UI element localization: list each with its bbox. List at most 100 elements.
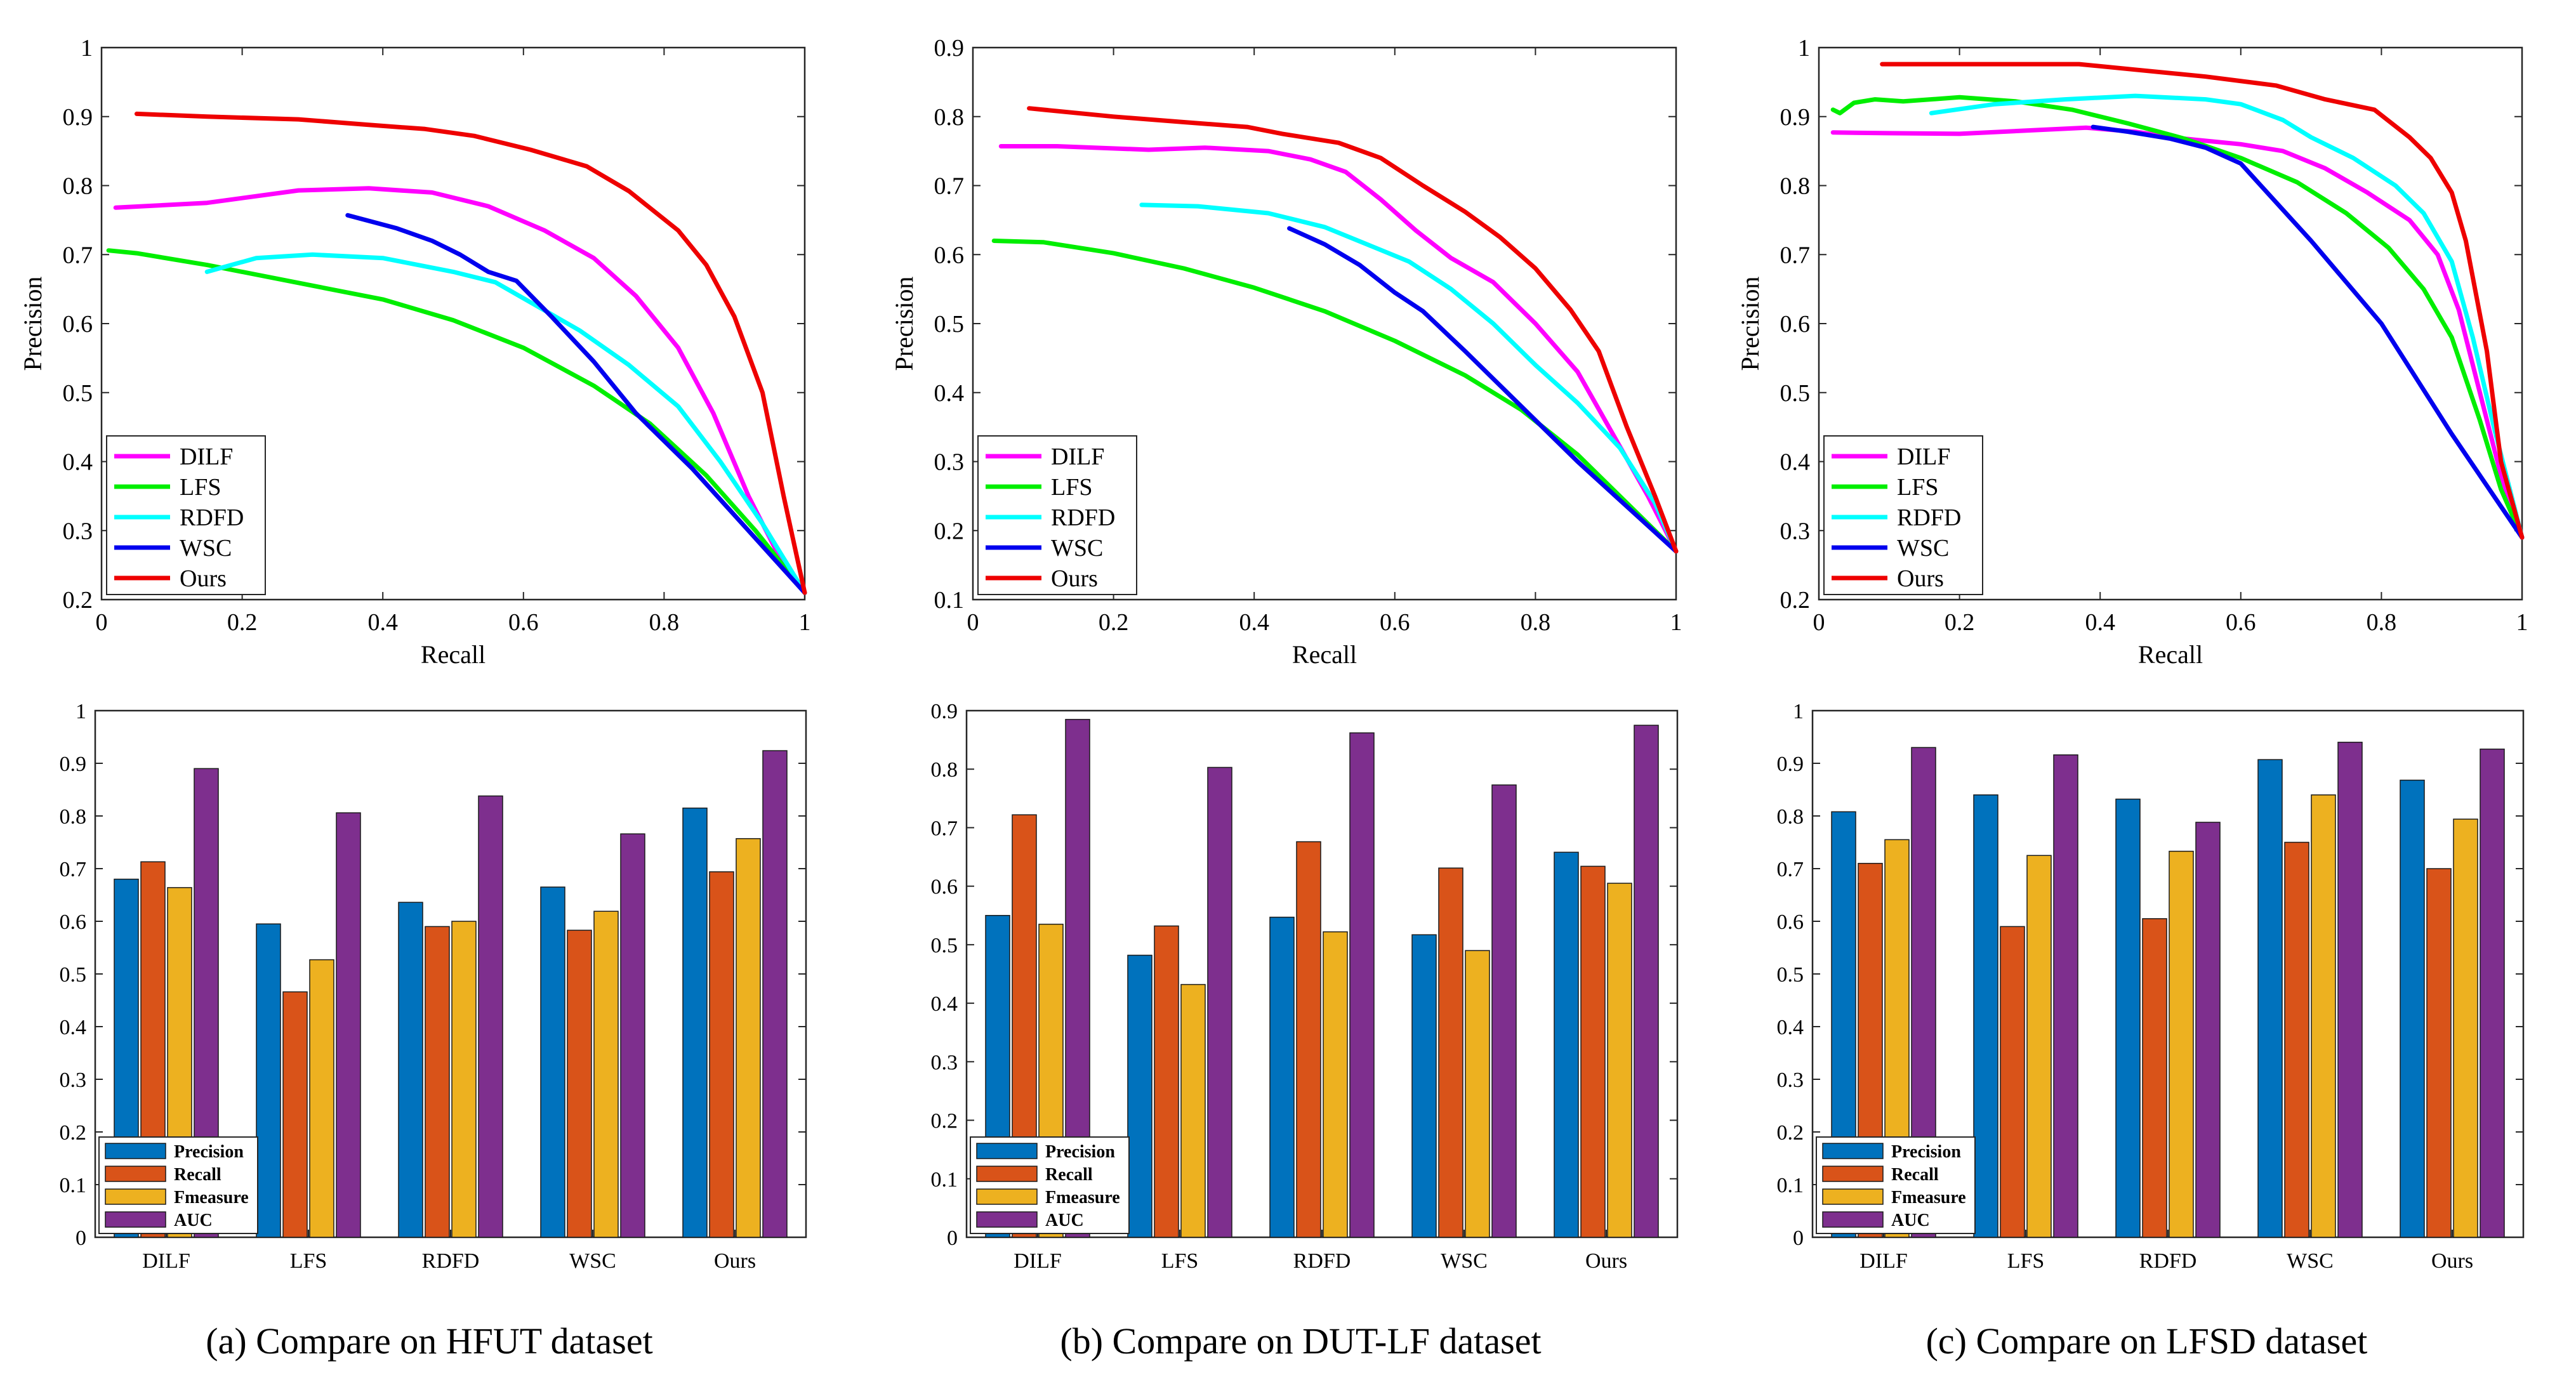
bar-fmeasure-rdfd [1323,931,1348,1238]
y-tick-label: 0.1 [60,1174,87,1197]
y-tick-label: 0.6 [931,876,958,899]
y-tick-label: 0.2 [60,1121,87,1145]
legend-label-ours: Ours [1897,565,1944,592]
x-tick-label-rdfd: RDFD [422,1249,480,1273]
legend-label-recall: Recall [1891,1165,1939,1185]
legend-label-recall: Recall [1045,1165,1093,1185]
caption-lfsd: (c) Compare on LFSD dataset [1925,1320,2368,1362]
y-tick-label: 0.7 [63,242,93,268]
y-tick-label: 0.1 [931,1168,958,1192]
panel-dutlf: 0 0.2 0.4 0.6 0.8 1 0.1 0.2 0.3 0.4 0.5 0.6 0.7 0.8 0.… [871,0,1730,1394]
bar-chart-dutlf: 0 0.1 0.2 0.3 0.4 0.5 0.6 0.7 0.8 0.9 DILF LFS RDFD W… [931,700,1679,1273]
x-tick-label: 0.8 [2367,609,2397,636]
x-tick-label: 0.4 [1239,609,1269,636]
y-tick-label: 0.8 [931,758,958,782]
bar-precision-ours [1554,852,1579,1238]
y-tick-label: 0.7 [934,173,965,200]
legend-label-wsc: WSC [180,535,232,562]
bar-recall-rdfd [1296,841,1321,1238]
y-tick-label: 0.4 [60,1016,87,1039]
x-tick-label: 0.6 [508,609,539,636]
y-tick-label: 0.7 [1780,242,1811,268]
x-tick-label: 0.8 [649,609,680,636]
caption-dutlf: (b) Compare on DUT-LF dataset [1060,1320,1542,1362]
bar-fmeasure-ours [1607,883,1632,1238]
x-tick-label-dilf: DILF [142,1249,190,1273]
bar-precision-ours [2400,779,2425,1238]
x-tick-label-wsc: WSC [2287,1249,2334,1273]
x-tick-label-dilf: DILF [1859,1249,1908,1273]
bar-recall-lfs [1154,925,1179,1238]
x-tick-label: 0.2 [1099,609,1129,636]
legend-label-precision: Precision [1045,1142,1115,1162]
series-line-ours [1027,106,1679,554]
y-tick-label: 0.7 [931,817,958,840]
pr-curve-chart-lfsd: 0 0.2 0.4 0.6 0.8 10.20.30.40.50.60.70.80.91R… [1736,35,2528,669]
legend-label-wsc: WSC [1051,535,1103,562]
y-tick-label: 0.9 [934,35,965,62]
bar-auc-rdfd [1349,732,1375,1238]
x-tick-label: 0.8 [1521,609,1551,636]
bar-precision-wsc [1411,934,1437,1238]
y-tick-label: 0.4 [63,449,93,476]
legend-swatch-fmeasure [1822,1188,1884,1205]
y-tick-label: 0.3 [60,1069,87,1092]
bar-recall-lfs [2000,926,2025,1238]
legend-label-dilf: DILF [1897,444,1950,470]
legend-label-rdfd: RDFD [1051,504,1115,531]
bar-auc-ours [762,750,788,1238]
y-tick-label: 0.2 [1777,1121,1804,1145]
bar-precision-lfs [256,923,281,1238]
pr-curve-chart-hfut: 0 0.2 0.4 0.6 0.8 10.20.30.40.50.60.70.80.91R… [18,35,811,669]
bar-auc-lfs [336,812,361,1238]
bar-chart-lfsd: 0 0.1 0.2 0.3 0.4 0.5 0.6 0.7 0.8 0.9 1 DILF LFS RDFD… [1777,700,2525,1273]
y-tick-label: 0.5 [1780,380,1811,407]
y-tick-label: 0 [76,1226,86,1250]
bar-auc-wsc [620,833,645,1238]
bar-auc-ours [1634,725,1659,1238]
series-line-ours [134,111,807,595]
series-line-wsc [345,213,807,595]
y-tick-label: 0.1 [934,587,965,614]
y-tick-label: 0.8 [934,104,965,131]
legend-label-auc: AUC [174,1211,213,1230]
y-tick-label: 0.1 [1777,1174,1804,1197]
x-axis-label: Recall [2138,640,2203,669]
series-line-wsc [1287,226,1679,554]
legend-label-precision: Precision [174,1142,244,1162]
bar-precision-ours [682,807,708,1238]
bar-recall-wsc [1438,867,1463,1238]
y-tick-label: 0.9 [1780,104,1811,131]
x-tick-label: 0 [1813,609,1825,636]
series-line-wsc [2091,124,2525,540]
bar-auc-rdfd [2195,822,2221,1238]
y-tick-label: 0.2 [934,518,965,544]
bar-recall-ours [2426,868,2452,1238]
legend-label-wsc: WSC [1897,535,1949,562]
y-tick-label: 0.5 [1777,963,1804,987]
legend-swatch-precision [105,1143,166,1159]
legend-label-precision: Precision [1891,1142,1961,1162]
series-line-lfs [106,248,807,595]
y-tick-label: 0.6 [1777,911,1804,934]
bar-auc-wsc [1491,784,1517,1238]
bar-precision-rdfd [2115,798,2141,1238]
y-tick-label: 0.6 [63,311,93,338]
series-line-dilf [998,144,1679,554]
legend-swatch-auc [1822,1211,1884,1228]
legend-label-dilf: DILF [1051,444,1104,470]
legend-swatch-auc [105,1211,166,1228]
legend-label-lfs: LFS [1051,474,1092,501]
y-tick-label: 0.7 [1777,858,1804,881]
legend-swatch-auc [976,1211,1038,1228]
x-tick-label-ours: Ours [1585,1249,1627,1273]
series-line-ours [1880,62,2525,540]
y-tick-label: 0.3 [1777,1069,1804,1092]
bar-auc-rdfd [478,795,503,1238]
y-tick-label: 0.8 [1777,805,1804,829]
y-tick-label: 0.3 [934,449,965,476]
pr-curve-chart-dutlf: 0 0.2 0.4 0.6 0.8 1 0.1 0.2 0.3 0.4 0.5 0.6 0.7 0.8 0.… [890,35,1682,669]
x-tick-label: 1 [1670,609,1682,636]
panel-lfsd: 0 0.2 0.4 0.6 0.8 1 0.2 0.3 0.4 0.5 0.6 0.7 0.8 0.9 1 R… [1717,0,2576,1394]
series-line-rdfd [1929,93,2525,540]
